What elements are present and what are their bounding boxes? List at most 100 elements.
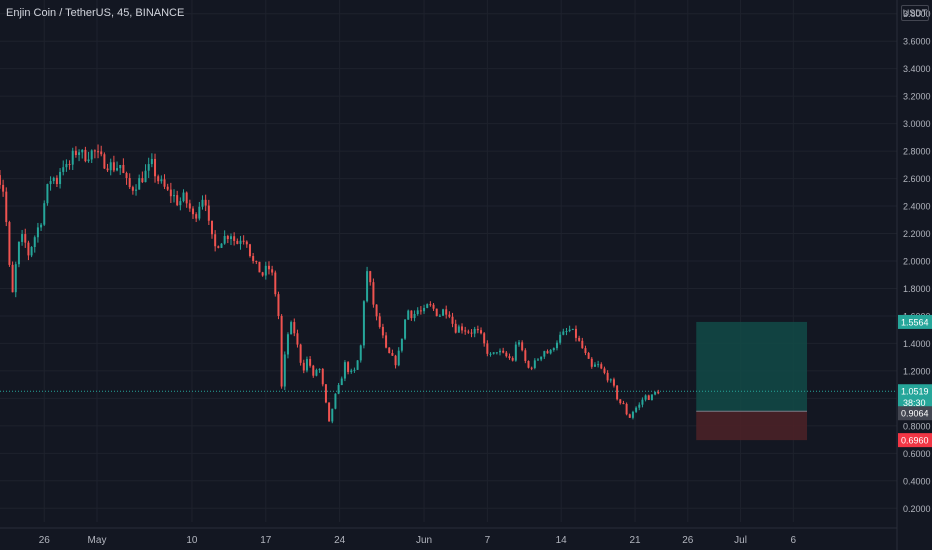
y-tick-label: 3.4000 [903,64,931,74]
candle-body [176,195,179,206]
candle-body [328,402,331,422]
candle-body [160,179,163,182]
candle-body [590,358,593,367]
candle-body [331,408,334,422]
position-tool[interactable] [696,321,808,441]
candle-body [40,224,43,228]
candle-body [622,403,625,405]
entry-price-label: 0.9064 [901,409,929,419]
candle-body [166,186,169,190]
target-price-label: 1.5564 [901,317,929,327]
last-price-label-bg [898,384,932,411]
candle-body [467,331,470,333]
candle-body [445,309,448,315]
candle-body [593,364,596,367]
candle-body [562,331,565,335]
candle-body [14,264,17,293]
candle-body [356,360,359,370]
candle-body [616,385,619,400]
candle-body [426,304,429,308]
candle-body [641,399,644,405]
x-tick-label: Jul [734,535,747,546]
x-tick-label: 6 [791,535,797,546]
y-tick-label: 3.8000 [903,9,931,19]
candle-body [258,261,261,273]
candle-body [492,352,495,354]
candle-body [476,328,479,331]
candle-body [280,315,283,387]
candle-body [568,329,571,331]
candle-body [375,304,378,317]
candle-body [378,316,381,327]
candle-body [435,308,438,317]
candle-body [302,362,305,371]
x-tick-label: 7 [485,535,491,546]
candle-body [394,355,397,366]
candle-body [464,330,467,332]
candle-body [290,322,293,335]
candle-body [486,343,489,354]
candle-body [584,348,587,353]
candle-body [343,362,346,379]
candle-body [135,189,138,191]
candle-body [321,369,324,385]
candle-body [27,242,30,256]
candle-body [366,271,369,302]
y-tick-label: 2.0000 [903,257,931,267]
candle-body [527,360,530,368]
candle-body [578,337,581,341]
candle-body [508,356,511,359]
candle-body [78,152,81,156]
candle-body [628,414,631,418]
candle-body [239,240,242,244]
candle-body [24,234,27,243]
candle-body [236,240,239,244]
candle-body [163,179,166,187]
x-tick-label: 21 [629,535,641,546]
candle-body [122,164,125,174]
candle-body [217,246,220,248]
candle-body [112,162,115,171]
target-price-label-bg [898,314,932,329]
candle-body [293,322,296,334]
candle-body [600,364,603,369]
candle-body [480,330,483,334]
target-zone [696,321,808,412]
candle-body [612,379,615,386]
x-tick-label: Jun [416,535,432,546]
candle-body [179,201,182,206]
stop-price-label-bg [898,433,932,448]
candle-body [559,334,562,343]
candle-body [182,192,185,202]
x-tick-label: 26 [682,535,694,546]
candle-body [46,184,49,204]
candle-body [144,170,147,183]
candle-body [565,330,568,332]
candle-body [385,335,388,348]
candle-body [128,178,131,188]
currency-badge[interactable]: USDT [901,5,929,21]
x-tick-label: 26 [39,535,51,546]
candle-body [2,184,5,192]
candle-body [318,369,321,371]
candle-body [381,326,384,336]
candle-body [432,304,435,309]
candle-body [521,342,524,351]
grid-layer [0,0,897,522]
candle-body [223,235,226,244]
y-tick-label: 1.8000 [903,284,931,294]
candle-body [283,354,286,387]
candle-body [116,168,119,171]
candle-body [264,265,267,276]
candle-body [65,164,68,168]
candle-body [226,235,229,240]
candle-body [299,344,302,363]
candle-body [274,272,277,295]
candle-body [277,294,280,316]
candle-body [169,189,172,197]
candle-body [52,177,55,182]
